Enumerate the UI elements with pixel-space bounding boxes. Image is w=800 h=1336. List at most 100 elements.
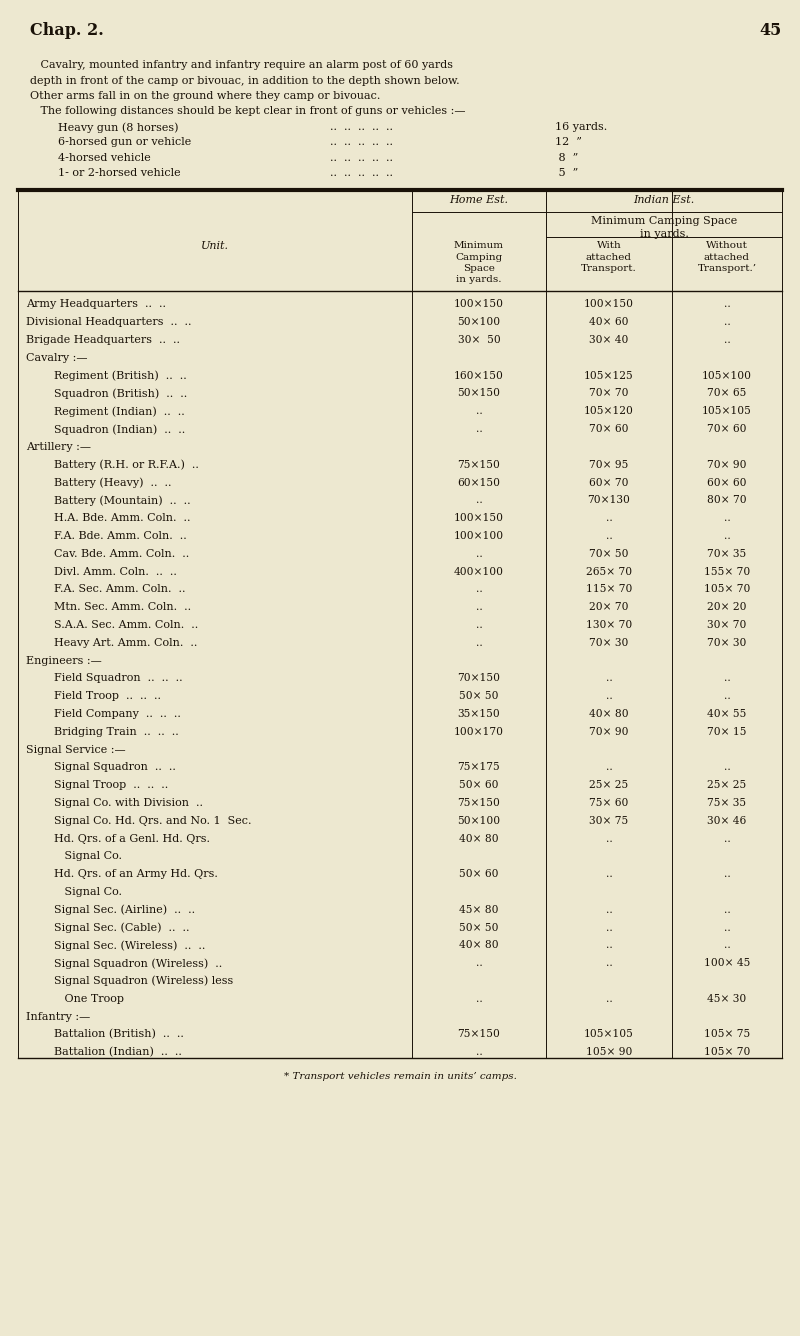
Text: Signal Squadron (Wireless)  ..: Signal Squadron (Wireless) .. bbox=[54, 958, 222, 969]
Text: Other arms fall in on the ground where they camp or bivouac.: Other arms fall in on the ground where t… bbox=[30, 91, 380, 102]
Text: 105×125: 105×125 bbox=[584, 370, 634, 381]
Text: Indian Est.: Indian Est. bbox=[634, 195, 694, 204]
Text: 75×150: 75×150 bbox=[458, 460, 501, 470]
Text: Regiment (Indian)  ..  ..: Regiment (Indian) .. .. bbox=[54, 406, 185, 417]
Text: 100×100: 100×100 bbox=[454, 530, 504, 541]
Text: ..: .. bbox=[724, 922, 730, 933]
Text: ..: .. bbox=[724, 941, 730, 950]
Text: Signal Sec. (Airline)  ..  ..: Signal Sec. (Airline) .. .. bbox=[54, 904, 195, 915]
Text: The following distances should be kept clear in front of guns or vehicles :—: The following distances should be kept c… bbox=[30, 107, 466, 116]
Text: Minimum
Camping
Space
in yards.: Minimum Camping Space in yards. bbox=[454, 242, 504, 283]
Text: 75×150: 75×150 bbox=[458, 798, 501, 808]
Text: ..: .. bbox=[476, 549, 482, 558]
Text: Cav. Bde. Amm. Coln.  ..: Cav. Bde. Amm. Coln. .. bbox=[54, 549, 190, 558]
Text: ..: .. bbox=[606, 691, 612, 701]
Text: 70× 95: 70× 95 bbox=[590, 460, 629, 470]
Text: Regiment (British)  ..  ..: Regiment (British) .. .. bbox=[54, 370, 186, 381]
Text: 50× 50: 50× 50 bbox=[459, 691, 498, 701]
Text: ..: .. bbox=[606, 834, 612, 843]
Text: Signal Service :—: Signal Service :— bbox=[26, 744, 126, 755]
Text: ..: .. bbox=[724, 870, 730, 879]
Text: ..: .. bbox=[476, 1047, 482, 1057]
Text: ..  ..  ..  ..  ..: .. .. .. .. .. bbox=[330, 122, 393, 132]
Text: Field Company  ..  ..  ..: Field Company .. .. .. bbox=[54, 709, 181, 719]
Text: ..: .. bbox=[476, 958, 482, 969]
Text: 16 yards.: 16 yards. bbox=[555, 122, 607, 132]
Text: 35×150: 35×150 bbox=[458, 709, 500, 719]
Text: 105×120: 105×120 bbox=[584, 406, 634, 417]
Text: 70× 90: 70× 90 bbox=[707, 460, 746, 470]
Text: Chap. 2.: Chap. 2. bbox=[30, 21, 104, 39]
Text: 50× 50: 50× 50 bbox=[459, 922, 498, 933]
Text: Cavalry, mounted infantry and infantry require an alarm post of 60 yards: Cavalry, mounted infantry and infantry r… bbox=[30, 60, 453, 69]
Text: ..: .. bbox=[606, 513, 612, 524]
Text: 265× 70: 265× 70 bbox=[586, 566, 632, 577]
Text: Army Headquarters  ..  ..: Army Headquarters .. .. bbox=[26, 299, 166, 310]
Text: 100×150: 100×150 bbox=[454, 513, 504, 524]
Text: ..: .. bbox=[606, 994, 612, 1003]
Text: 75× 35: 75× 35 bbox=[707, 798, 746, 808]
Text: Battalion (Indian)  ..  ..: Battalion (Indian) .. .. bbox=[54, 1047, 182, 1057]
Text: 115× 70: 115× 70 bbox=[586, 584, 632, 595]
Text: Squadron (British)  ..  ..: Squadron (British) .. .. bbox=[54, 389, 187, 399]
Text: 30×  50: 30× 50 bbox=[458, 335, 500, 345]
Text: ..: .. bbox=[606, 922, 612, 933]
Text: Signal Sec. (Wireless)  ..  ..: Signal Sec. (Wireless) .. .. bbox=[54, 941, 206, 951]
Text: 5  ”: 5 ” bbox=[555, 168, 578, 179]
Text: 6-horsed gun or vehicle: 6-horsed gun or vehicle bbox=[58, 138, 191, 147]
Text: 130× 70: 130× 70 bbox=[586, 620, 632, 629]
Text: 105× 70: 105× 70 bbox=[704, 1047, 750, 1057]
Text: Battery (R.H. or R.F.A.)  ..: Battery (R.H. or R.F.A.) .. bbox=[54, 460, 199, 470]
Text: 50×150: 50×150 bbox=[458, 389, 501, 398]
Text: 40× 80: 40× 80 bbox=[589, 709, 629, 719]
Text: ..: .. bbox=[476, 994, 482, 1003]
Text: 70× 15: 70× 15 bbox=[707, 727, 746, 736]
Text: 20× 70: 20× 70 bbox=[590, 603, 629, 612]
Text: Signal Co.: Signal Co. bbox=[54, 887, 122, 896]
Text: 60× 70: 60× 70 bbox=[590, 477, 629, 488]
Text: 25× 25: 25× 25 bbox=[707, 780, 746, 790]
Text: Infantry :—: Infantry :— bbox=[26, 1011, 90, 1022]
Text: 50×100: 50×100 bbox=[458, 317, 501, 327]
Text: ..: .. bbox=[606, 673, 612, 683]
Text: One Troop: One Troop bbox=[54, 994, 124, 1003]
Text: 30× 46: 30× 46 bbox=[707, 816, 746, 826]
Text: 70× 90: 70× 90 bbox=[590, 727, 629, 736]
Text: 70× 60: 70× 60 bbox=[590, 424, 629, 434]
Text: ..: .. bbox=[606, 904, 612, 915]
Text: Squadron (Indian)  ..  ..: Squadron (Indian) .. .. bbox=[54, 424, 186, 434]
Text: Artillery :—: Artillery :— bbox=[26, 442, 91, 452]
Text: ..: .. bbox=[476, 637, 482, 648]
Text: 155× 70: 155× 70 bbox=[704, 566, 750, 577]
Text: F.A. Bde. Amm. Coln.  ..: F.A. Bde. Amm. Coln. .. bbox=[54, 530, 186, 541]
Text: 60× 60: 60× 60 bbox=[707, 477, 746, 488]
Text: 75×150: 75×150 bbox=[458, 1029, 501, 1039]
Text: Hd. Qrs. of an Army Hd. Qrs.: Hd. Qrs. of an Army Hd. Qrs. bbox=[54, 870, 218, 879]
Text: 8  ”: 8 ” bbox=[555, 154, 578, 163]
Text: With
attached
Transport.: With attached Transport. bbox=[581, 242, 637, 273]
Text: S.A.A. Sec. Amm. Coln.  ..: S.A.A. Sec. Amm. Coln. .. bbox=[54, 620, 198, 629]
Text: ..  ..  ..  ..  ..: .. .. .. .. .. bbox=[330, 154, 393, 163]
Text: 50× 60: 50× 60 bbox=[459, 870, 498, 879]
Text: Minimum Camping Space
in yards.: Minimum Camping Space in yards. bbox=[591, 216, 737, 239]
Text: Cavalry :—: Cavalry :— bbox=[26, 353, 87, 363]
Text: Field Troop  ..  ..  ..: Field Troop .. .. .. bbox=[54, 691, 161, 701]
Text: Bridging Train  ..  ..  ..: Bridging Train .. .. .. bbox=[54, 727, 178, 736]
Text: 70× 30: 70× 30 bbox=[590, 637, 629, 648]
Text: * Transport vehicles remain in units’ camps.: * Transport vehicles remain in units’ ca… bbox=[283, 1071, 517, 1081]
Text: 45× 30: 45× 30 bbox=[707, 994, 746, 1003]
Text: Mtn. Sec. Amm. Coln.  ..: Mtn. Sec. Amm. Coln. .. bbox=[54, 603, 191, 612]
Text: 100× 45: 100× 45 bbox=[704, 958, 750, 969]
Text: 50× 60: 50× 60 bbox=[459, 780, 498, 790]
Text: Battalion (British)  ..  ..: Battalion (British) .. .. bbox=[54, 1029, 184, 1039]
Text: ..: .. bbox=[476, 406, 482, 417]
Text: 30× 40: 30× 40 bbox=[590, 335, 629, 345]
Text: Heavy Art. Amm. Coln.  ..: Heavy Art. Amm. Coln. .. bbox=[54, 637, 198, 648]
Text: ..: .. bbox=[724, 763, 730, 772]
Text: 30× 70: 30× 70 bbox=[707, 620, 746, 629]
Text: 160×150: 160×150 bbox=[454, 370, 504, 381]
Text: Divl. Amm. Coln.  ..  ..: Divl. Amm. Coln. .. .. bbox=[54, 566, 177, 577]
Text: 50×100: 50×100 bbox=[458, 816, 501, 826]
Text: ..: .. bbox=[606, 530, 612, 541]
Text: 40× 80: 40× 80 bbox=[459, 834, 499, 843]
